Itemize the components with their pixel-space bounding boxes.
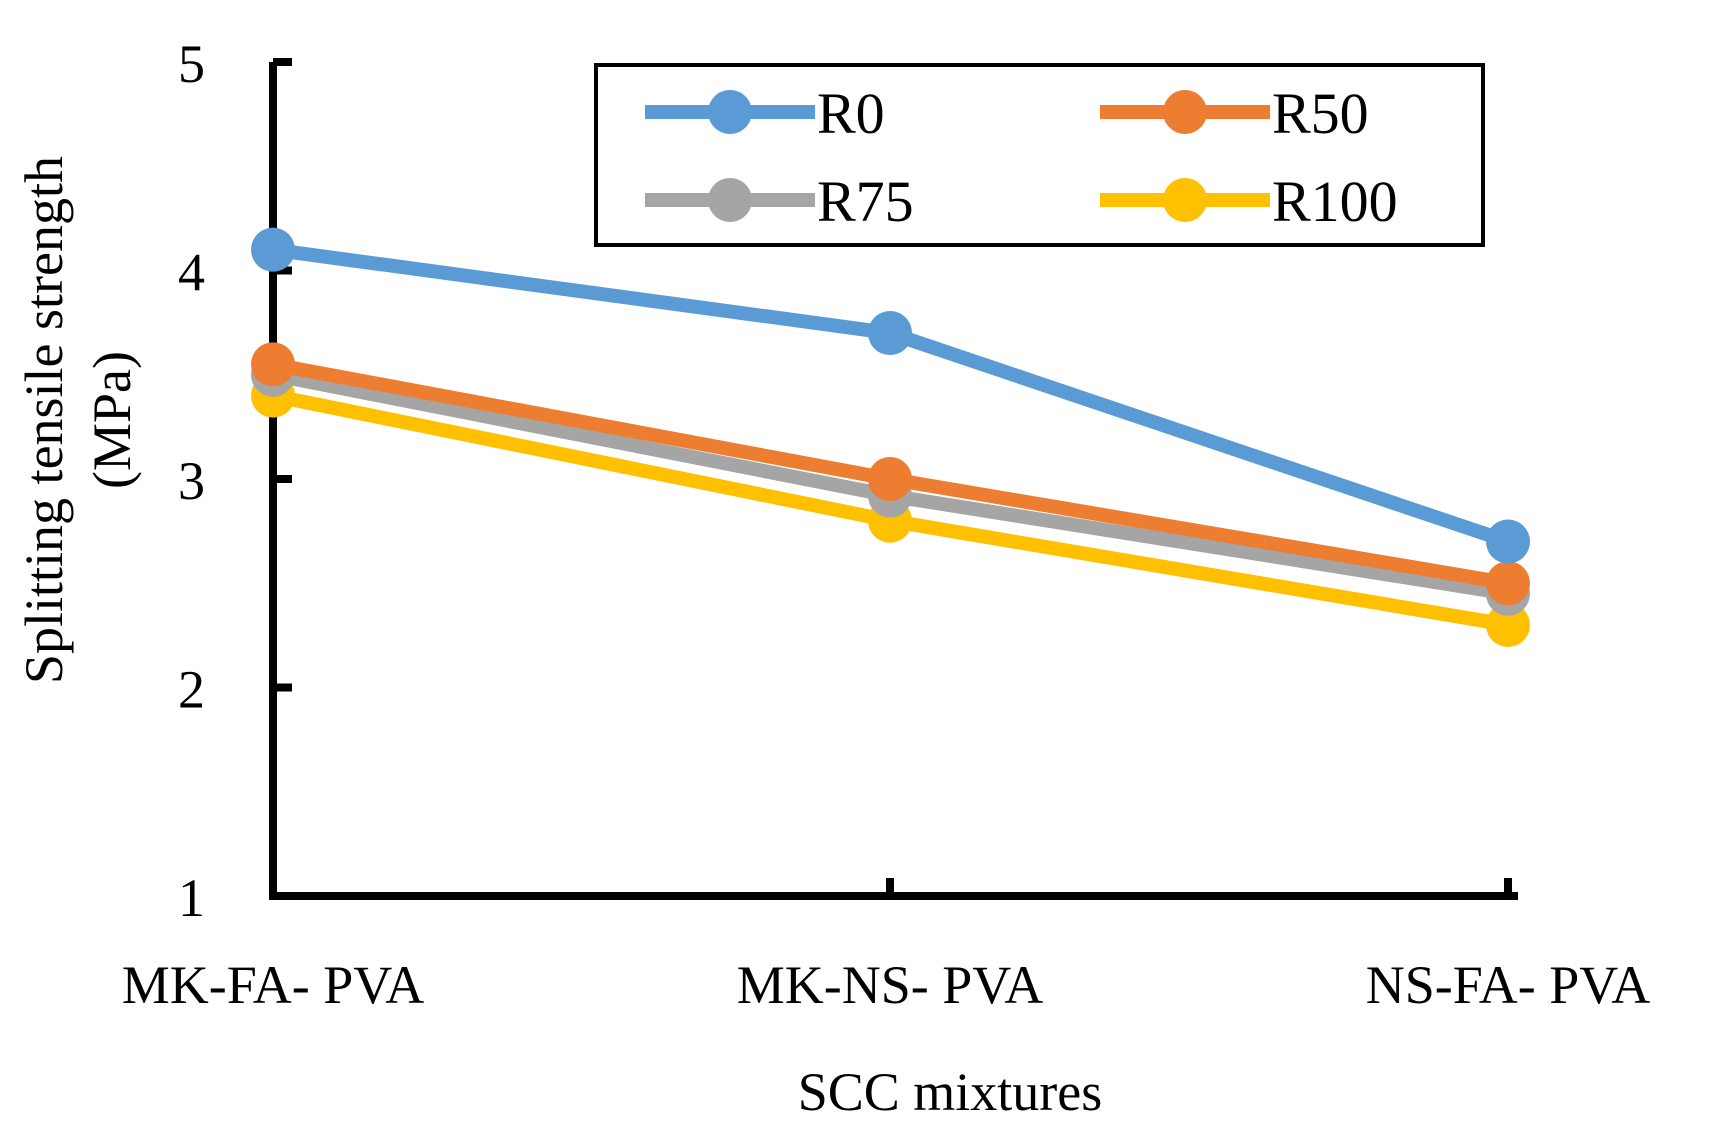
y-axis-title-line-2: (MPa) (82, 351, 142, 489)
legend-swatch-marker (708, 178, 752, 222)
y-axis-title-line-1: Splitting tensile strength (14, 156, 74, 684)
legend-item-r75: R75 (645, 169, 914, 234)
legend: R0 R50 R75 R100 (594, 63, 1485, 247)
data-point-r100 (1486, 602, 1530, 647)
data-point-r50 (868, 457, 912, 501)
legend-swatch-marker (708, 90, 752, 134)
legend-item-r50: R50 (1100, 81, 1369, 146)
y-tick-label: 3 (178, 451, 205, 511)
series-r0 (251, 227, 1530, 564)
legend-label: R0 (817, 81, 885, 146)
x-category-label: MK-FA- PVA (122, 955, 425, 1015)
series-layer (251, 227, 1530, 647)
y-tick-label: 5 (178, 34, 205, 94)
y-tick-label: 2 (178, 660, 205, 720)
legend-label: R100 (1272, 169, 1398, 234)
legend-label: R75 (817, 169, 914, 234)
y-tick-label: 1 (178, 868, 205, 928)
x-category-label: NS-FA- PVA (1366, 955, 1651, 1015)
data-point-r50 (251, 342, 295, 387)
y-tick-label: 4 (178, 243, 205, 303)
legend-swatch-marker (1163, 178, 1207, 222)
legend-item-r100: R100 (1100, 169, 1398, 234)
legend-swatch-marker (1163, 90, 1207, 134)
series-r50 (251, 342, 1530, 606)
data-point-r0 (251, 227, 295, 272)
x-axis-ticks: MK-FA- PVA MK-NS- PVA NS-FA- PVA (122, 878, 1651, 1015)
data-point-r50 (1486, 561, 1530, 606)
data-point-r0 (868, 311, 912, 356)
legend-label: R50 (1272, 81, 1369, 146)
x-axis-title: SCC mixtures (798, 1062, 1103, 1122)
data-point-r0 (1486, 519, 1530, 564)
y-axis-ticks: 1 2 3 4 5 (178, 34, 292, 928)
x-category-label: MK-NS- PVA (737, 955, 1044, 1015)
legend-item-r0: R0 (645, 81, 885, 146)
